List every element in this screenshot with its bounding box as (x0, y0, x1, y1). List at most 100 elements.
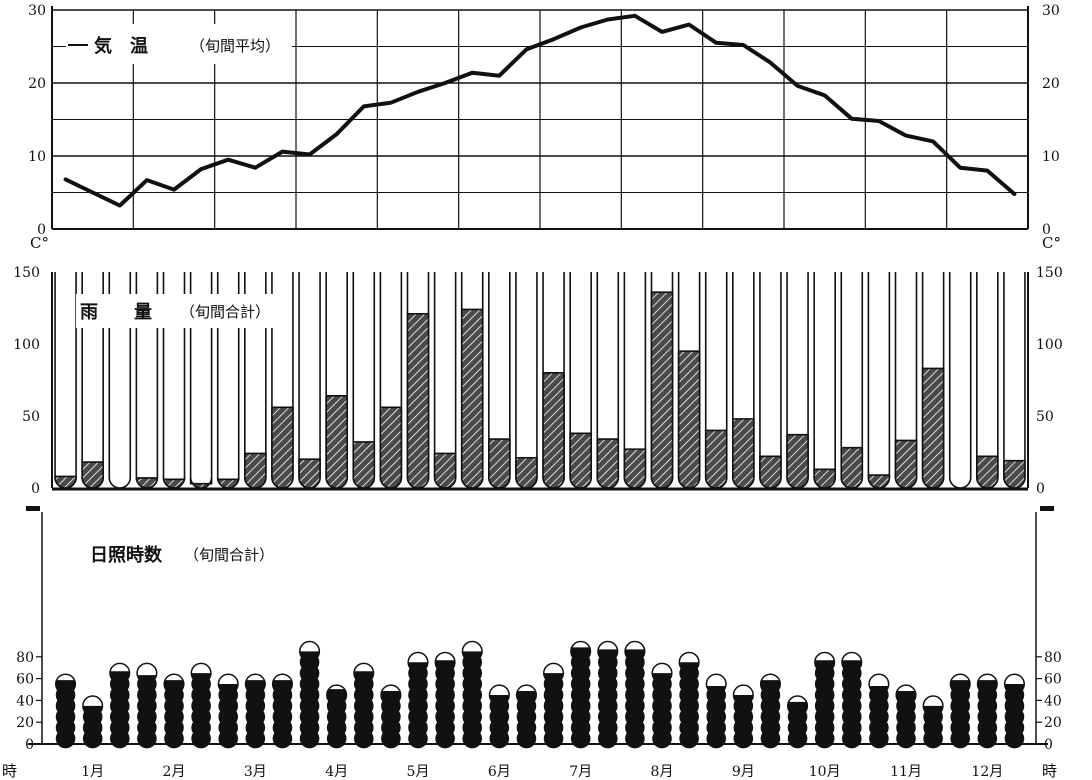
rainfall-bar (786, 433, 809, 489)
sunshine-partial-fill (923, 705, 943, 716)
month-label: 10月 (809, 764, 841, 780)
rainfall-bar (54, 475, 77, 489)
sunshine-column (82, 695, 104, 749)
sunshine-partial-fill (814, 660, 835, 673)
sunshine-unit-right: 時 (1042, 762, 1057, 780)
temperature-tick-right: 0 (1042, 222, 1051, 238)
temperature-point (145, 178, 149, 182)
month-label: 8月 (651, 764, 674, 780)
sunshine-column (922, 695, 944, 749)
rainfall-bar-group (623, 272, 647, 489)
temperature-tick-left: 20 (28, 76, 46, 92)
rainfall-bar (379, 406, 403, 489)
rainfall-bar-group (325, 272, 348, 489)
sunshine-partial-fill (109, 671, 130, 683)
sunshine-tick-right: 20 (1044, 715, 1062, 731)
sunshine-partial-fill (408, 662, 428, 673)
rainfall-bar-group (54, 272, 77, 489)
sunshine-column (380, 684, 402, 749)
temperature-series-line (63, 13, 1017, 208)
sunshine-column (597, 640, 619, 749)
temperature-point (552, 37, 556, 41)
rainfall-bar-group (596, 272, 620, 489)
temperature-point (253, 166, 257, 170)
sunshine-partial-fill (245, 680, 266, 694)
rainfall-bar-group (352, 272, 376, 489)
rainfall-tube (515, 272, 538, 489)
sunshine-partial-fill (787, 701, 808, 716)
sunshine-tick-left: 40 (16, 693, 34, 709)
rainfall-tick-left: 150 (13, 265, 40, 281)
month-label: 2月 (163, 764, 186, 780)
sunshine-column (217, 673, 239, 749)
rainfall-bar (650, 291, 674, 489)
rainfall-bar-group (650, 272, 674, 489)
sunshine-tick-left: 20 (16, 715, 34, 731)
sunshine-column (515, 684, 537, 749)
rainfall-bar (894, 439, 918, 489)
sunshine-partial-fill (977, 680, 998, 694)
sunshine-column (759, 673, 781, 749)
rainfall-bar (216, 477, 240, 489)
month-label: 3月 (244, 764, 267, 780)
temperature-point (796, 84, 800, 88)
temperature-tick-right: 30 (1042, 3, 1060, 19)
sunshine-partial-fill (218, 684, 239, 694)
sunshine-partial-fill (462, 651, 483, 662)
sunshine-partial-fill (164, 680, 184, 694)
rainfall-bar-group (569, 272, 592, 489)
rainfall-bar (732, 418, 755, 489)
temperature-tick-right: 20 (1042, 76, 1060, 92)
sunshine-partial-fill (652, 673, 672, 683)
rainfall-bar-group (948, 272, 972, 489)
temperature-point (1012, 192, 1016, 196)
temperature-point (931, 139, 935, 143)
rainfall-bar-group (542, 272, 565, 489)
rainfall-bar (569, 432, 592, 489)
sunshine-partial-fill (625, 649, 645, 662)
rainfall-bar (244, 452, 267, 489)
sunshine-partial-fill (381, 691, 401, 705)
sunshine-partial-fill (516, 691, 537, 705)
temperature-point (768, 61, 772, 65)
sunshine-partial-fill (299, 651, 320, 662)
temperature-point (687, 23, 691, 27)
temperature-tick-labels: 0 0 10 10 20 20 30 30 (28, 3, 1060, 238)
sunshine-partial-fill (1004, 684, 1025, 694)
month-label: 11月 (890, 764, 922, 780)
temperature-point (470, 71, 474, 75)
sunshine-partial-fill (435, 660, 455, 673)
sunshine-axis-cap-left (26, 506, 40, 511)
rainfall-tick-right: 50 (1036, 409, 1054, 425)
temperature-point (64, 177, 68, 181)
temperature-point (362, 104, 366, 108)
rainfall-bar (162, 477, 186, 489)
sunshine-column (570, 640, 592, 749)
rainfall-tick-left: 100 (13, 337, 40, 353)
sunshine-column (787, 695, 809, 749)
sunshine-column (136, 662, 158, 749)
sunshine-column (868, 673, 890, 749)
sunshine-partial-fill (570, 647, 591, 662)
sunshine-partial-fill (543, 673, 564, 683)
rainfall-bar (352, 441, 376, 489)
rainfall-bar-group (786, 272, 809, 489)
temperature-tick-left: 10 (28, 149, 46, 165)
rainfall-bar (488, 438, 511, 489)
rainfall-bar (813, 468, 836, 489)
sunshine-partial-fill (353, 671, 374, 683)
rainfall-bar (515, 456, 538, 489)
sunshine-partial-fill (706, 686, 726, 694)
sunshine-unit-left: 時 (2, 762, 17, 780)
rainfall-bar (623, 448, 647, 489)
rainfall-tube (948, 272, 972, 489)
rainfall-tick-right: 150 (1036, 265, 1063, 281)
rainfall-bars (54, 272, 1026, 489)
rainfall-tube (867, 272, 891, 489)
temperature-title: 気 温 (94, 35, 148, 57)
sunshine-column (190, 662, 212, 749)
sunshine-subtitle: （旬間合計） (184, 546, 274, 564)
rainfall-tick-left: 50 (22, 409, 40, 425)
month-label: 1月 (81, 764, 104, 780)
sunshine-partial-fill (191, 673, 211, 683)
